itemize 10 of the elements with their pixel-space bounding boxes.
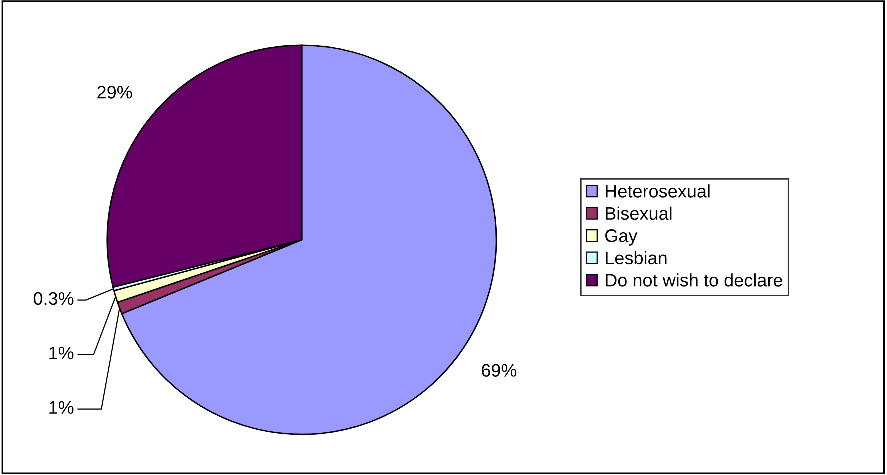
data-label: 1%	[50, 401, 74, 414]
data-label: 69%	[482, 364, 517, 377]
data-label: 29%	[98, 86, 132, 99]
data-label: 0.3%	[34, 292, 74, 306]
legend-label: Bisexual	[606, 206, 672, 220]
legend-label: Heterosexual	[606, 184, 710, 198]
legend-label: Gay	[606, 230, 638, 246]
legend-label: Do not wish to declare	[606, 274, 782, 287]
data-label: 1%	[50, 346, 74, 360]
legend-label: Lesbian	[606, 251, 667, 265]
